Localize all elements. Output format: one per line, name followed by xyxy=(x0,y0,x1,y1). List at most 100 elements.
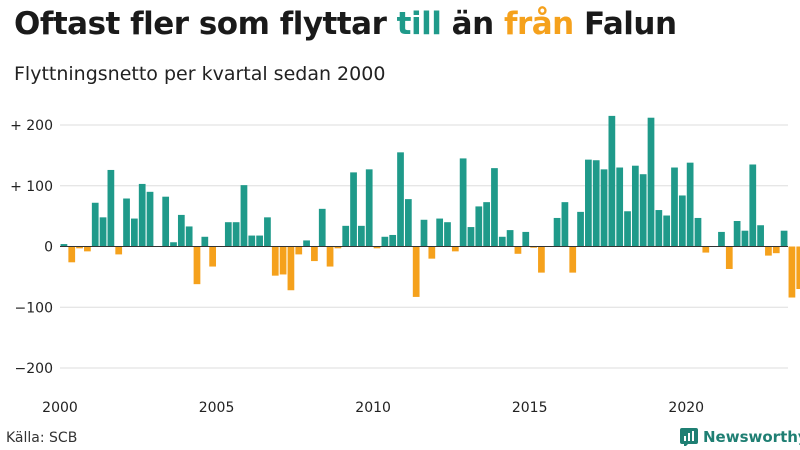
bar xyxy=(138,183,146,247)
title-highlight-out: från xyxy=(503,6,574,42)
x-tick-label: 2000 xyxy=(42,400,78,416)
bar xyxy=(718,231,725,247)
bar xyxy=(569,246,577,273)
bar xyxy=(749,164,757,247)
bar xyxy=(663,215,671,247)
bar xyxy=(765,246,772,256)
bar xyxy=(131,218,138,247)
bar xyxy=(358,225,365,247)
bar xyxy=(671,167,678,247)
bar xyxy=(522,231,530,247)
bar xyxy=(585,159,592,247)
title-highlight-in: till xyxy=(396,6,442,42)
chart-subtitle: Flyttningsnetto per kvartal sedan 2000 xyxy=(14,63,386,85)
bar xyxy=(616,167,624,247)
bar xyxy=(342,225,350,247)
y-tick-label: + 100 xyxy=(10,179,53,195)
bar xyxy=(639,174,647,247)
bar xyxy=(404,199,412,247)
bar xyxy=(177,214,185,247)
bar xyxy=(655,210,663,247)
bar xyxy=(350,172,357,247)
bar xyxy=(271,246,279,276)
bar xyxy=(107,169,115,247)
bar xyxy=(279,246,287,275)
bar xyxy=(193,246,201,285)
bar xyxy=(162,196,170,247)
bar xyxy=(561,202,569,247)
bar xyxy=(373,246,381,249)
bar xyxy=(170,242,177,247)
bar xyxy=(123,198,130,247)
bar xyxy=(68,246,76,263)
bar xyxy=(99,217,107,247)
x-tick-label: 2015 xyxy=(512,400,548,416)
bar xyxy=(334,246,342,249)
bar xyxy=(686,162,694,247)
bar xyxy=(678,195,686,247)
bar xyxy=(506,230,514,247)
y-tick-label: −100 xyxy=(15,300,53,316)
bar xyxy=(256,235,263,247)
bar xyxy=(428,246,436,259)
bar xyxy=(420,219,428,247)
bar xyxy=(146,191,154,247)
bar xyxy=(514,246,522,254)
brand-name: Newsworthy xyxy=(703,428,800,446)
bar xyxy=(788,246,796,298)
bar xyxy=(631,165,639,247)
y-tick-label: 0 xyxy=(44,240,53,256)
bar xyxy=(240,185,248,247)
source-note: Källa: SCB xyxy=(6,430,78,446)
bar xyxy=(592,160,600,247)
bar xyxy=(530,246,537,248)
bar xyxy=(694,217,702,247)
bar xyxy=(326,246,334,267)
x-tick-label: 2005 xyxy=(199,400,235,416)
bar xyxy=(498,236,506,247)
chart-title: Oftast fler som flyttar till än från Fal… xyxy=(14,6,677,42)
y-tick-label: + 200 xyxy=(10,118,53,134)
bar xyxy=(381,236,389,247)
bar xyxy=(303,240,310,247)
bar xyxy=(796,246,800,290)
title-part-3: Falun xyxy=(573,6,677,42)
bar xyxy=(459,158,467,247)
x-tick-label: 2020 xyxy=(668,400,704,416)
bar xyxy=(412,246,420,297)
bar xyxy=(741,230,749,247)
bar xyxy=(467,227,475,247)
bar xyxy=(311,246,318,262)
bar xyxy=(780,230,788,247)
bar xyxy=(389,234,397,247)
bar xyxy=(772,246,780,254)
bar xyxy=(318,208,326,247)
bar xyxy=(702,246,710,253)
bar xyxy=(397,152,404,247)
bar xyxy=(608,115,616,247)
brand-logo: Newsworthy xyxy=(680,426,800,448)
bar xyxy=(733,220,741,247)
newsworthy-logo-icon xyxy=(680,428,698,446)
bar xyxy=(224,222,232,247)
bar xyxy=(600,169,608,247)
bar xyxy=(287,246,295,291)
bar xyxy=(295,246,303,255)
bar xyxy=(60,244,68,247)
bar xyxy=(248,235,256,247)
bar xyxy=(624,211,631,247)
bar xyxy=(475,206,483,247)
bar xyxy=(209,246,217,267)
bar xyxy=(365,169,373,247)
bar xyxy=(483,202,490,247)
y-tick-label: −200 xyxy=(15,361,53,377)
title-part-2: än xyxy=(441,6,504,42)
bar xyxy=(185,226,193,247)
bar xyxy=(725,246,733,269)
bar xyxy=(757,225,764,247)
bar xyxy=(538,246,545,273)
bar xyxy=(444,222,451,247)
bar xyxy=(91,202,99,247)
title-part-1: Oftast fler som flyttar xyxy=(14,6,397,42)
